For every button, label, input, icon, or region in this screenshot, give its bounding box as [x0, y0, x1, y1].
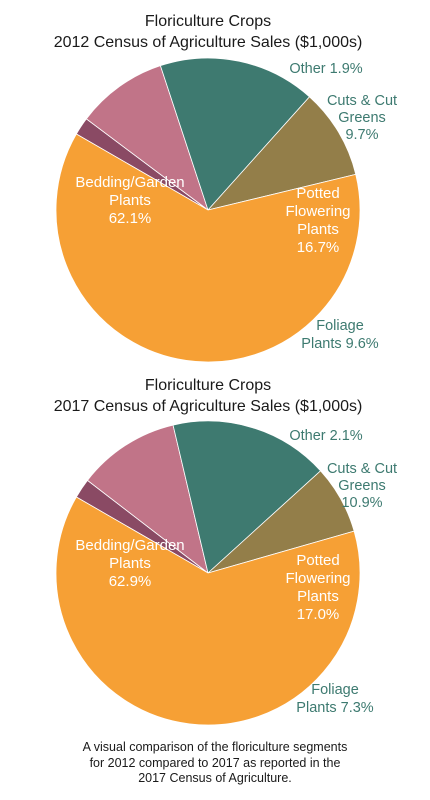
caption-line: A visual comparison of the floriculture …: [82, 740, 348, 754]
slice-label-line: 10.9%: [341, 495, 382, 511]
pie-chart-1: Floriculture Crops 2017 Census of Agricul…: [54, 377, 397, 726]
slice-label-bedding: Bedding/Garden Plants 62.9%: [75, 537, 184, 590]
slice-label-cuts: Cuts & Cut Greens 9.7%: [327, 93, 397, 143]
slice-label-line: Plants: [297, 588, 339, 605]
slice-label-line: Bedding/Garden: [75, 174, 184, 191]
slice-label-line: 62.1%: [109, 210, 152, 227]
slice-label-foliage: Foliage Plants 9.6%: [301, 318, 378, 352]
pie-slice-bedding: [55, 133, 361, 363]
slice-label-line: Potted: [296, 185, 339, 202]
slice-label-potted: Potted Flowering Plants 16.7%: [285, 185, 350, 256]
slice-label-line: Potted: [296, 552, 339, 569]
slice-label-line: Plants: [109, 192, 151, 209]
chart-title: 2017 Census of Agriculture Sales ($1,000…: [54, 398, 363, 415]
pie-chart-0: Floriculture Crops 2012 Census of Agricul…: [54, 13, 397, 363]
pie-slice-foliage: [206, 96, 357, 211]
pie-charts: Floriculture Crops 2012 Census of Agricul…: [54, 13, 397, 726]
chart-title: 2012 Census of Agriculture Sales ($1,000…: [54, 34, 363, 51]
pie-slice-potted: [172, 420, 322, 574]
slice-label-line: Plants 9.6%: [301, 336, 378, 352]
pie-slice-potted: [159, 57, 311, 211]
slice-label-line: Bedding/Garden: [75, 537, 184, 554]
slice-label-line: 17.0%: [297, 606, 340, 623]
caption-line: for 2012 compared to 2017 as reported in…: [89, 755, 341, 770]
slice-label-line: Foliage: [316, 318, 364, 334]
chart-title: Floriculture Crops: [145, 13, 271, 30]
slice-label-potted: Potted Flowering Plants 17.0%: [285, 552, 350, 623]
slice-label-line: Flowering: [285, 570, 350, 587]
slice-label-line: Flowering: [285, 203, 350, 220]
slice-label-line: Greens: [338, 478, 386, 494]
slice-label-line: Plants 7.3%: [296, 700, 373, 716]
caption-line: 2017 Census of Agriculture.: [138, 771, 292, 785]
pie-slice-cuts: [86, 424, 209, 575]
slice-label-cuts: Cuts & Cut Greens 10.9%: [327, 461, 397, 511]
slice-label-line: Foliage: [311, 682, 359, 698]
slice-label-line: Plants: [109, 555, 151, 572]
slice-label-line: Cuts & Cut: [327, 93, 397, 109]
chart-title: Floriculture Crops: [145, 377, 271, 394]
slice-label-line: Other 2.1%: [289, 428, 362, 444]
slice-label-foliage: Foliage Plants 7.3%: [296, 682, 373, 716]
slice-label-line: 62.9%: [109, 573, 152, 590]
slice-label-other: Other 1.9%: [289, 61, 362, 77]
pie-slice-cuts: [85, 65, 209, 212]
pie-slice-bedding: [55, 496, 361, 726]
slice-label-other: Other 2.1%: [289, 428, 362, 444]
slice-label-line: Cuts & Cut: [327, 461, 397, 477]
caption: A visual comparison of the floriculture …: [0, 740, 430, 787]
slice-label-line: 9.7%: [345, 127, 378, 143]
slice-label-bedding: Bedding/Garden Plants 62.1%: [75, 174, 184, 227]
slice-label-line: 16.7%: [297, 239, 340, 256]
slice-label-line: Plants: [297, 221, 339, 238]
slice-label-line: Greens: [338, 110, 386, 126]
slice-label-line: Other 1.9%: [289, 61, 362, 77]
